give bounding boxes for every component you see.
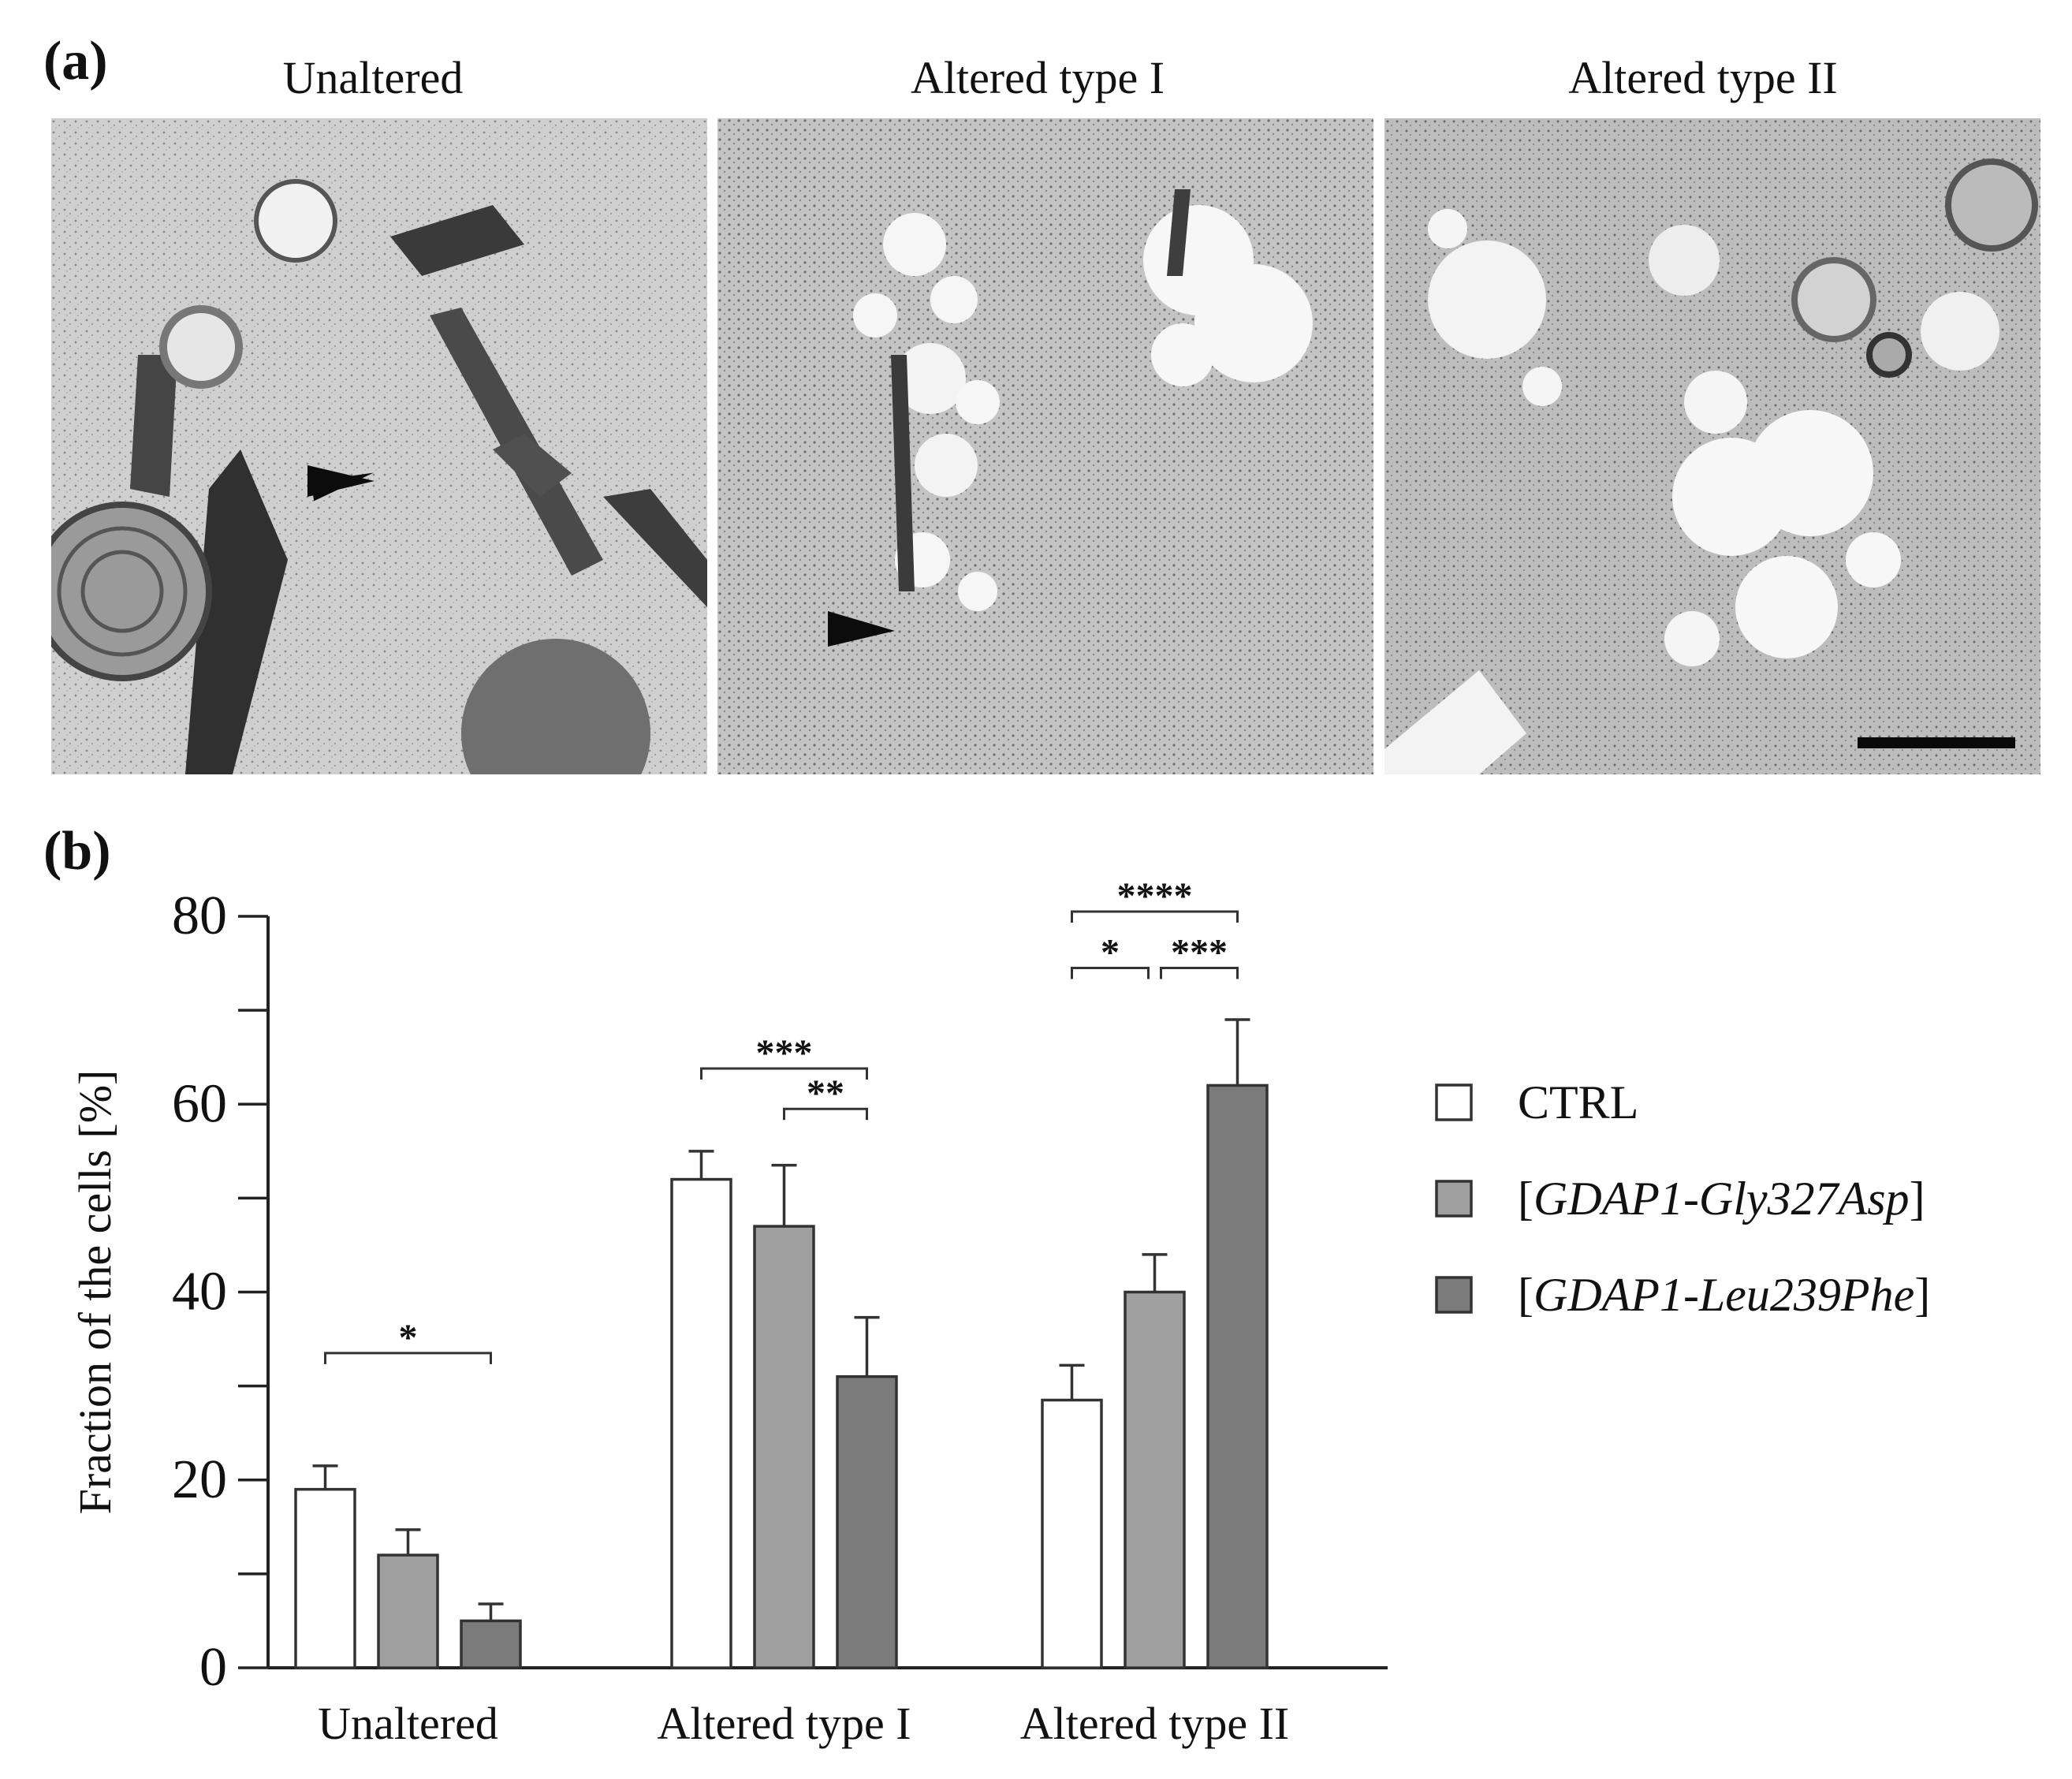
bar <box>377 1553 439 1669</box>
micrograph-altered-type-ii <box>1384 118 2040 774</box>
significance-label: ** <box>807 1072 844 1114</box>
legend-label: CTRL <box>1518 1076 1638 1128</box>
significance-bracket <box>1160 967 1239 979</box>
micrograph-title-altered-type-ii: Altered type II <box>1568 52 1838 103</box>
micrograph-title-altered-type-i: Altered type I <box>910 52 1165 103</box>
x-category-label: Unaltered <box>318 1698 498 1749</box>
bar <box>670 1177 732 1669</box>
y-tick-label: 20 <box>172 1449 227 1510</box>
bar <box>1206 1083 1269 1669</box>
y-axis-label: Fraction of the cells [%] <box>69 1070 121 1515</box>
bar <box>753 1225 815 1669</box>
significance-bracket <box>783 1107 868 1121</box>
micrograph-title-unaltered: Unaltered <box>282 52 464 103</box>
x-category-label: Altered type I <box>657 1698 911 1749</box>
x-category-label: Altered type II <box>1020 1698 1289 1749</box>
micrograph-altered-type-i <box>717 118 1373 774</box>
significance-label: * <box>1101 932 1120 974</box>
significance-bracket <box>700 1067 868 1080</box>
significance-bracket <box>324 1352 492 1364</box>
y-tick-label: 80 <box>172 886 227 946</box>
significance-label: *** <box>1171 932 1228 974</box>
bar <box>460 1619 522 1669</box>
significance-bracket <box>1071 910 1239 923</box>
panel-b-label: (b) <box>43 821 111 882</box>
legend-swatch <box>1435 1180 1473 1218</box>
legend-swatch <box>1435 1276 1473 1314</box>
significance-label: * <box>399 1317 418 1359</box>
panel-a-label: (a) <box>43 31 108 91</box>
legend-swatch <box>1435 1083 1473 1121</box>
bar <box>1041 1398 1103 1669</box>
bar <box>836 1374 898 1669</box>
legend-label: [GDAP1-Gly327Asp] <box>1518 1173 1925 1225</box>
bar <box>1124 1290 1186 1669</box>
bar <box>294 1487 356 1669</box>
y-tick-label: 0 <box>199 1637 227 1698</box>
y-tick-label: 60 <box>172 1073 227 1134</box>
significance-label: **** <box>1117 875 1193 917</box>
micrograph-unaltered <box>51 118 707 774</box>
y-tick-label: 40 <box>172 1262 227 1322</box>
legend-label: [GDAP1-Leu239Phe] <box>1518 1269 1930 1321</box>
significance-bracket <box>1071 967 1150 979</box>
bar-chart: 0 20 40 60 80 Fraction of the cells [%] Unalte… <box>69 875 1930 1749</box>
scale-bar <box>1858 737 2015 748</box>
significance-label: *** <box>756 1032 813 1074</box>
